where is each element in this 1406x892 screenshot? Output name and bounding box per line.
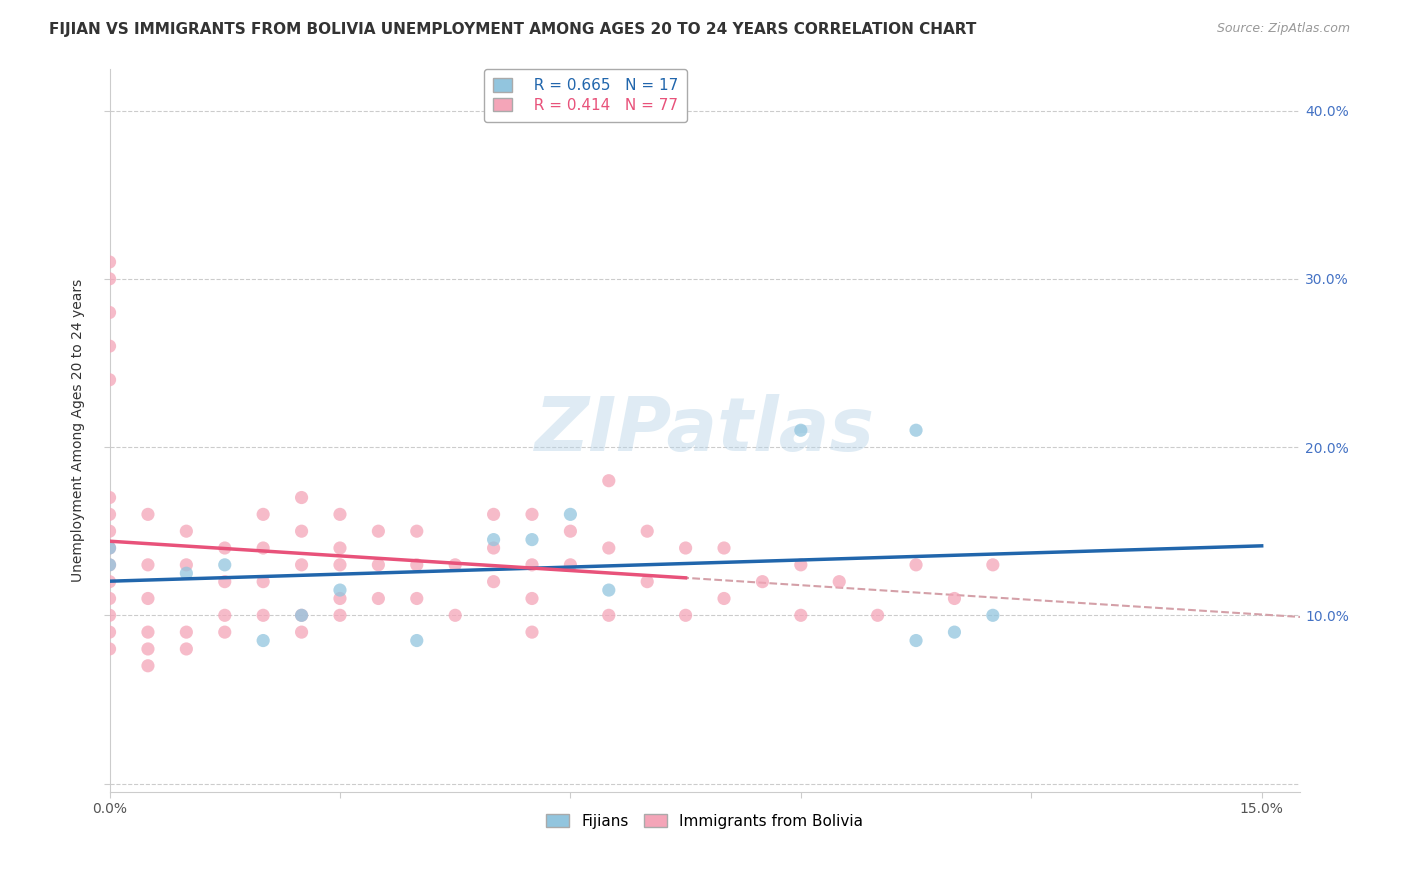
Point [405, 591, 427, 606]
Point [98, 591, 121, 606]
Point [98, 642, 121, 657]
Point [598, 583, 620, 598]
Point [98, 558, 121, 572]
Y-axis label: Unemployment Among Ages 20 to 24 years: Unemployment Among Ages 20 to 24 years [72, 278, 86, 582]
Point [482, 508, 505, 522]
Point [98, 541, 121, 555]
Point [828, 574, 851, 589]
Point [98, 373, 121, 387]
Point [214, 558, 236, 572]
Point [176, 566, 198, 581]
Point [905, 423, 928, 437]
Point [866, 608, 889, 623]
Point [214, 608, 236, 623]
Point [751, 574, 773, 589]
Point [214, 574, 236, 589]
Point [905, 633, 928, 648]
Point [981, 558, 1004, 572]
Point [405, 558, 427, 572]
Point [176, 524, 198, 538]
Point [176, 625, 198, 640]
Point [98, 524, 121, 538]
Point [482, 533, 505, 547]
Point [943, 591, 966, 606]
Point [520, 508, 543, 522]
Point [790, 558, 813, 572]
Point [367, 558, 389, 572]
Point [598, 541, 620, 555]
Point [98, 508, 121, 522]
Point [981, 608, 1004, 623]
Point [176, 558, 198, 572]
Point [560, 524, 582, 538]
Point [675, 608, 697, 623]
Point [98, 272, 121, 286]
Point [136, 642, 159, 657]
Point [329, 541, 352, 555]
Point [790, 608, 813, 623]
Point [252, 608, 274, 623]
Point [176, 642, 198, 657]
Point [214, 625, 236, 640]
Point [482, 541, 505, 555]
Point [136, 558, 159, 572]
Point [98, 255, 121, 269]
Point [560, 558, 582, 572]
Point [367, 524, 389, 538]
Point [290, 608, 312, 623]
Point [98, 608, 121, 623]
Point [520, 625, 543, 640]
Point [290, 625, 312, 640]
Point [636, 574, 658, 589]
Legend: Fijians, Immigrants from Bolivia: Fijians, Immigrants from Bolivia [540, 807, 869, 835]
Point [329, 591, 352, 606]
Point [520, 558, 543, 572]
Point [290, 491, 312, 505]
Point [444, 558, 467, 572]
Point [675, 541, 697, 555]
Point [560, 508, 582, 522]
Point [136, 658, 159, 673]
Point [444, 608, 467, 623]
Point [713, 591, 735, 606]
Point [905, 558, 928, 572]
Point [482, 574, 505, 589]
Point [136, 591, 159, 606]
Point [290, 558, 312, 572]
Point [367, 591, 389, 606]
Point [98, 491, 121, 505]
Point [98, 558, 121, 572]
Point [252, 541, 274, 555]
Point [98, 541, 121, 555]
Point [943, 625, 966, 640]
Point [405, 524, 427, 538]
Point [329, 508, 352, 522]
Point [98, 305, 121, 319]
Point [252, 574, 274, 589]
Point [520, 533, 543, 547]
Point [98, 625, 121, 640]
Text: FIJIAN VS IMMIGRANTS FROM BOLIVIA UNEMPLOYMENT AMONG AGES 20 TO 24 YEARS CORRELA: FIJIAN VS IMMIGRANTS FROM BOLIVIA UNEMPL… [49, 22, 977, 37]
Point [214, 541, 236, 555]
Point [136, 508, 159, 522]
Text: Source: ZipAtlas.com: Source: ZipAtlas.com [1216, 22, 1350, 36]
Text: ZIPatlas: ZIPatlas [534, 393, 875, 467]
Point [598, 474, 620, 488]
Point [136, 625, 159, 640]
Point [329, 558, 352, 572]
Point [636, 524, 658, 538]
Point [713, 541, 735, 555]
Point [290, 608, 312, 623]
Point [98, 574, 121, 589]
Point [252, 633, 274, 648]
Point [598, 608, 620, 623]
Point [790, 423, 813, 437]
Point [290, 524, 312, 538]
Point [98, 339, 121, 353]
Point [520, 591, 543, 606]
Point [252, 508, 274, 522]
Point [329, 583, 352, 598]
Point [329, 608, 352, 623]
Point [405, 633, 427, 648]
